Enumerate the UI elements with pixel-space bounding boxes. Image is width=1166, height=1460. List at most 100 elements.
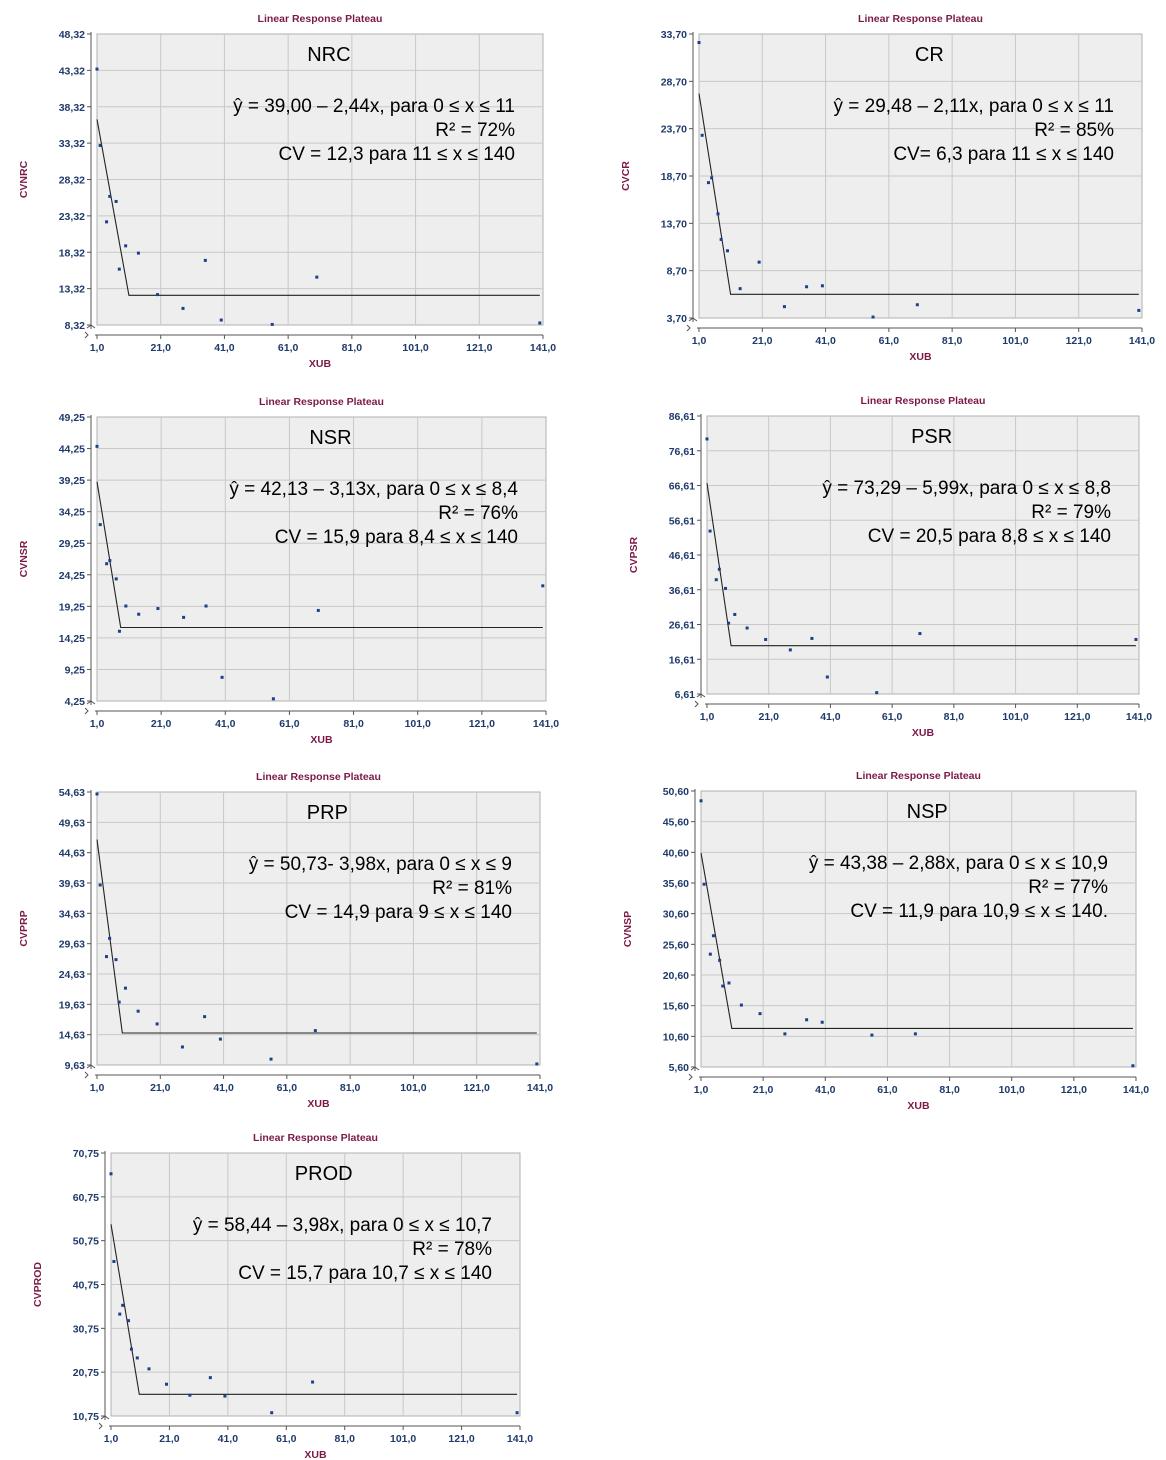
data-point (137, 612, 141, 616)
x-tick-label: 21,0 (758, 711, 779, 723)
data-point (218, 1037, 222, 1041)
chart-cr: 3,70 8,70 13,70 18,70 23,70 28,70 33,70 1,0 21,0… (620, 13, 1155, 363)
data-point (805, 285, 809, 289)
y-tick-label: 33,32 (59, 138, 85, 150)
y-tick-label: 39,63 (59, 878, 85, 890)
data-point (219, 318, 223, 322)
chart-title: Linear Response Plateau (258, 13, 383, 25)
chart-title: Linear Response Plateau (259, 396, 384, 408)
fit-line (96, 119, 540, 296)
y-tick-label: 66,61 (669, 481, 695, 493)
equation-line: CV= 6,3 para 11 ≤ x ≤ 140 (893, 144, 1114, 165)
x-tick-label: 1,0 (692, 335, 707, 347)
data-point (104, 955, 108, 959)
equation-line: R² = 78% (412, 1239, 492, 1260)
data-point (203, 1015, 207, 1019)
y-tick-label: 54,63 (59, 787, 85, 799)
data-point (515, 1411, 519, 1415)
y-tick-label: 60,75 (73, 1192, 99, 1204)
data-point (124, 244, 128, 248)
x-axis-label: XUB (912, 727, 935, 739)
x-tick-label: 21,0 (752, 335, 773, 347)
data-point (98, 523, 102, 527)
equation-line: R² = 76% (438, 503, 518, 524)
data-point (95, 67, 99, 71)
y-tick-label: 25,60 (663, 939, 689, 951)
y-tick-label: 34,25 (59, 507, 85, 519)
data-point (114, 199, 118, 203)
data-point (788, 648, 792, 652)
y-tick-label: 29,25 (59, 538, 85, 550)
data-point (105, 562, 109, 566)
x-axis-label: XUB (307, 1098, 330, 1110)
y-tick-label: 9,63 (65, 1060, 86, 1072)
data-point (147, 1367, 151, 1371)
data-point (123, 986, 127, 990)
data-point (1134, 637, 1138, 641)
equation-line: R² = 79% (1031, 502, 1111, 523)
y-tick-label: 38,32 (59, 102, 85, 114)
data-point (702, 882, 706, 886)
x-tick-label: 81,0 (939, 1084, 960, 1096)
chart-nrc: 8,32 13,32 18,32 23,32 28,32 33,32 38,32 43,32 4… (18, 13, 556, 370)
y-tick-label: 18,70 (661, 171, 687, 183)
data-point (725, 249, 729, 253)
data-point (311, 1380, 315, 1384)
data-point (114, 577, 118, 581)
series-label: NRC (307, 44, 350, 66)
chart-prod: 10,75 20,75 30,75 40,75 50,75 60,75 70,75 1,0 21… (32, 1132, 533, 1460)
data-point (156, 293, 160, 297)
x-tick-label: 81,0 (343, 718, 364, 730)
equation-line: R² = 72% (435, 120, 515, 141)
series-label: PRP (307, 802, 348, 824)
x-tick-label: 101,0 (1002, 711, 1028, 723)
x-tick-label: 21,0 (150, 342, 171, 354)
series-label: NSP (907, 801, 948, 823)
y-tick-label: 15,60 (663, 1001, 689, 1013)
data-point (117, 1000, 121, 1004)
y-tick-label: 23,70 (661, 124, 687, 136)
x-tick-label: 61,0 (279, 718, 300, 730)
data-point (155, 1022, 159, 1026)
data-point (535, 1062, 539, 1066)
x-tick-label: 121,0 (469, 718, 495, 730)
y-tick-label: 44,63 (59, 848, 85, 860)
data-point (112, 1259, 116, 1263)
x-tick-label: 1,0 (104, 1433, 119, 1445)
plot-area (700, 790, 1137, 1068)
axis-break-mark (84, 707, 89, 715)
x-tick-label: 41,0 (214, 342, 235, 354)
y-tick-label: 9,25 (65, 664, 86, 676)
chart-title: Linear Response Plateau (253, 1132, 378, 1144)
data-point (223, 1394, 227, 1398)
chart-nsr: 4,25 9,25 14,25 19,25 24,25 29,25 34,25 39,25 44… (18, 396, 559, 746)
data-point (117, 267, 121, 271)
data-point (1137, 308, 1141, 312)
data-point (156, 607, 160, 611)
data-point (136, 1009, 140, 1013)
x-tick-label: 121,0 (466, 342, 492, 354)
data-point (203, 258, 207, 262)
x-tick-label: 121,0 (1066, 335, 1092, 347)
plot-area (96, 416, 547, 702)
series-label: NSR (309, 427, 351, 449)
data-point (165, 1382, 169, 1386)
data-point (127, 1319, 131, 1323)
x-tick-label: 41,0 (820, 711, 841, 723)
data-point (727, 981, 731, 985)
data-point (700, 133, 704, 137)
x-tick-label: 81,0 (340, 1082, 361, 1094)
y-tick-label: 40,60 (663, 847, 689, 859)
x-tick-label: 41,0 (213, 1082, 234, 1094)
y-tick-label: 24,63 (59, 969, 85, 981)
y-axis-label: CVNSP (622, 911, 634, 947)
equation-line: ŷ = 73,29 – 5,99x, para 0 ≤ x ≤ 8,8 (822, 478, 1111, 499)
data-point (98, 883, 102, 887)
x-tick-label: 101,0 (405, 718, 431, 730)
x-tick-label: 61,0 (277, 1082, 298, 1094)
equation-line: ŷ = 50,73- 3,98x, para 0 ≤ x ≤ 9 (249, 854, 512, 875)
data-point (541, 584, 545, 588)
x-axis-label: XUB (909, 351, 932, 363)
y-tick-label: 5,60 (669, 1062, 690, 1074)
